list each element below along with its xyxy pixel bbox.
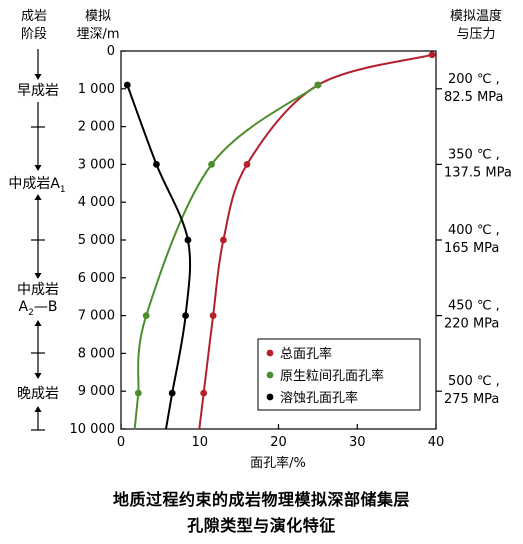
legend-label-2: 原生粒间孔面孔率: [280, 368, 384, 384]
legend-marker-3: [266, 393, 274, 401]
y-tick-label: 3 000: [78, 157, 115, 172]
series-line-tail-3: [164, 392, 174, 430]
series-point-3: [123, 81, 131, 89]
y-tick-label: 2 000: [78, 120, 115, 135]
series-point-3: [168, 389, 176, 397]
x-tick-label: 40: [428, 435, 445, 450]
stage-label-2: 阶段: [21, 27, 47, 42]
series-point-3: [182, 312, 189, 319]
x-axis-label: 面孔率/%: [250, 455, 306, 471]
series-layer: [123, 51, 436, 430]
temperature-label: 200 ℃ ,: [448, 72, 500, 87]
y-tick-label: 0: [107, 44, 115, 59]
x-tick-label: 20: [270, 435, 287, 450]
tp-label-1: 模拟温度: [450, 8, 502, 24]
stage-middle-a2b-line1: 中成岩: [17, 282, 59, 298]
temperature-label: 400 ℃ ,: [448, 223, 500, 238]
series-point-2: [134, 389, 142, 397]
figure-caption-line2: 孔隙类型与演化特征: [187, 516, 336, 535]
y-tick-label: 7 000: [78, 309, 115, 324]
pressure-label: 137.5 MPa: [444, 165, 512, 180]
pressure-label: 275 MPa: [444, 392, 499, 407]
y-tick-label: 4 000: [78, 195, 115, 210]
y-tick-label: 10 000: [70, 422, 116, 437]
series-point-3: [184, 236, 192, 244]
y-tick-label: 8 000: [78, 346, 115, 361]
series-line-2: [137, 84, 319, 394]
stage-early: 早成岩: [17, 83, 59, 99]
pressure-label: 165 MPa: [444, 241, 499, 256]
legend-marker-1: [266, 349, 274, 357]
temperature-label: 500 ℃ ,: [448, 374, 500, 389]
series-point-2: [208, 161, 215, 168]
y-axis: 0 1 000 2 000 3 000 4 000 5 000 6 000 7 000 8 00…: [70, 44, 126, 437]
stage-middle-a2b-line2: A2—B: [19, 299, 58, 318]
legend-box: [257, 338, 421, 411]
x-axis: 0 10 20 30 40: [117, 424, 444, 450]
series-line-tail-1: [198, 392, 205, 430]
pressure-label: 82.5 MPa: [444, 90, 504, 105]
series-point-2: [142, 312, 150, 319]
pressure-label: 220 MPa: [444, 317, 499, 332]
legend-label-1: 总面孔率: [280, 346, 332, 362]
legend-marker-2: [266, 371, 274, 379]
y-tick-label: 6 000: [78, 271, 115, 286]
y-tick-label: 5 000: [78, 233, 115, 248]
y-tick-label: 1 000: [78, 82, 115, 97]
series-line-tail-2: [133, 392, 140, 430]
series-line-3: [126, 84, 192, 394]
temperature-pressure-column: 200 ℃ , 82.5 MPa 350 ℃ , 137.5 MPa 400 ℃ , 16…: [436, 72, 512, 407]
series-point-3: [153, 161, 160, 168]
temperature-label: 350 ℃ ,: [448, 147, 500, 162]
x-tick-label: 0: [117, 435, 125, 450]
figure-caption-line1: 地质过程约束的成岩物理模拟深部储集层: [112, 490, 410, 509]
series-point-1: [243, 161, 251, 168]
tp-label-2: 与压力: [456, 27, 495, 42]
x-tick-label: 30: [349, 435, 366, 450]
stage-label-1: 成岩: [21, 9, 47, 24]
depth-label-1: 模拟: [85, 9, 111, 24]
depth-label-2: 埋深/m: [76, 27, 119, 42]
series-point-2: [314, 81, 322, 89]
series-point-1: [219, 236, 227, 244]
y-tick-label: 9 000: [78, 384, 115, 399]
series-point-1: [200, 389, 208, 397]
legend-label-3: 溶蚀孔面孔率: [280, 390, 358, 406]
series-point-1: [428, 51, 436, 59]
stage-late: 晚成岩: [17, 386, 59, 402]
x-tick-label: 10: [191, 435, 208, 450]
series-point-1: [209, 312, 217, 319]
diagenetic-stage-column: 早成岩 中成岩A1 中成岩 A2—B 晚成岩: [8, 49, 66, 431]
stage-middle-a1: 中成岩A1: [8, 176, 65, 195]
temperature-label: 450 ℃ ,: [448, 299, 500, 314]
